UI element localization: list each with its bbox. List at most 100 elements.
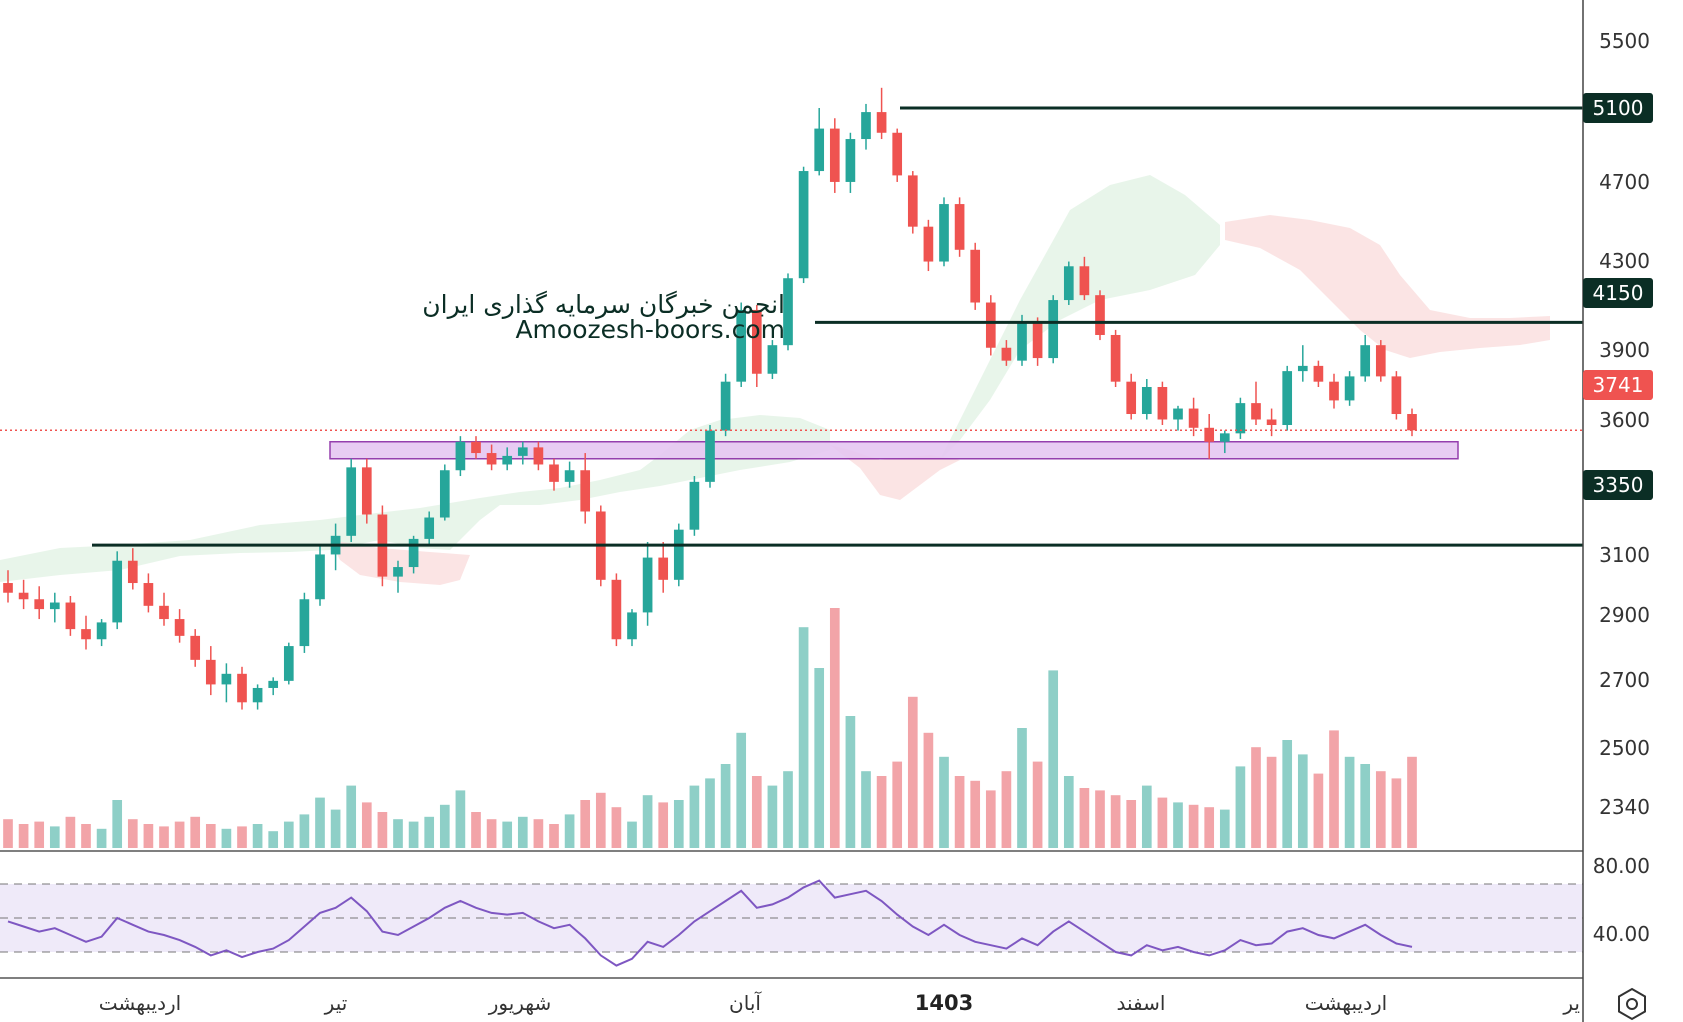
candlestick xyxy=(1407,408,1417,437)
candle-body xyxy=(720,381,731,431)
candlestick xyxy=(642,541,653,626)
volume-bar xyxy=(689,785,700,848)
candle-body xyxy=(143,583,154,606)
volume-bar xyxy=(1375,771,1386,848)
volume-bar xyxy=(549,824,559,848)
time-label: اردیبهشت xyxy=(1305,991,1387,1015)
candlestick xyxy=(1360,334,1371,382)
watermark-line2: Amoozesh-boors.com xyxy=(515,315,785,344)
candlestick xyxy=(159,592,169,626)
volume-bar xyxy=(923,732,934,848)
candle-body xyxy=(81,629,91,640)
rsi-tick: 80.00 xyxy=(1593,854,1650,878)
candle-body xyxy=(673,529,684,580)
volume-bar xyxy=(720,764,731,848)
candle-body xyxy=(1032,322,1043,359)
volume-bar xyxy=(127,819,138,848)
watermark-line1: انجمن خبرگان سرمایه گذاری ایران xyxy=(422,290,785,319)
volume-bar xyxy=(471,812,481,848)
volume-bar xyxy=(96,828,107,848)
candlestick xyxy=(1266,408,1277,437)
rsi-line xyxy=(7,879,1413,967)
volume-bar xyxy=(1032,761,1043,848)
candlestick xyxy=(611,573,622,647)
volume-bar xyxy=(205,824,216,848)
time-label: آبان xyxy=(729,990,762,1015)
price-axis[interactable]: 5500 4700 4300 3900 3600 3100 2900 2700 … xyxy=(1582,0,1653,1022)
candlestick xyxy=(1313,360,1324,387)
time-label-year: 1403 xyxy=(915,991,973,1015)
candlestick xyxy=(268,677,279,696)
candlestick xyxy=(689,476,700,536)
candle-body xyxy=(1297,365,1308,372)
candlestick xyxy=(751,304,762,387)
candle-body xyxy=(268,680,279,688)
time-label: اسفند xyxy=(1117,991,1166,1015)
hexagon-icon xyxy=(1618,987,1646,1021)
candle-body xyxy=(954,204,965,250)
current-price-label-box xyxy=(1583,370,1653,400)
candlestick xyxy=(1297,345,1308,382)
candlestick xyxy=(1204,414,1215,459)
volume-bar xyxy=(315,797,325,848)
volume-bar xyxy=(627,821,637,848)
volume-bar xyxy=(112,800,123,848)
time-axis[interactable]: اردیبهشت تیر شهریور آبان 1403 اسفند اردی… xyxy=(99,990,1580,1015)
candle-body xyxy=(237,673,247,703)
candlestick xyxy=(205,646,216,696)
volume-bar xyxy=(1360,764,1371,848)
candlestick xyxy=(190,629,201,667)
candle-body xyxy=(627,612,637,640)
volume-bar xyxy=(1219,809,1230,848)
candle-body xyxy=(408,538,419,568)
volume-bar xyxy=(1063,776,1074,848)
candle-body xyxy=(1188,408,1199,428)
candle-body xyxy=(1126,381,1137,415)
volume-bar xyxy=(783,771,793,848)
volume-bar xyxy=(159,826,169,848)
volume-bar xyxy=(1173,802,1183,848)
volume-bar xyxy=(798,627,809,848)
support-zone[interactable] xyxy=(329,440,1459,460)
volume-bar xyxy=(1157,797,1168,848)
candle-body xyxy=(798,171,809,279)
candlestick xyxy=(1188,397,1199,437)
candle-body xyxy=(112,560,123,623)
level-label: 5100 xyxy=(1593,96,1644,120)
volume-bar xyxy=(658,802,669,848)
candlestick xyxy=(1001,340,1012,366)
candle-body xyxy=(1360,345,1371,377)
candlestick xyxy=(18,579,29,610)
candle-body xyxy=(985,302,996,348)
price-tick: 2340 xyxy=(1599,795,1650,819)
volume-bar xyxy=(1048,670,1059,848)
volume-bar xyxy=(424,816,435,848)
candlestick xyxy=(923,219,934,272)
candlestick xyxy=(252,684,263,710)
candlestick xyxy=(424,511,435,546)
candle-body xyxy=(642,557,653,613)
volume-bar xyxy=(330,809,341,848)
candlestick xyxy=(283,642,294,685)
volume-bar xyxy=(642,795,653,848)
volume-bar xyxy=(1188,804,1199,848)
candlestick xyxy=(705,425,715,488)
volume-bar xyxy=(1141,785,1152,848)
candlestick xyxy=(1391,371,1402,420)
volume-bar xyxy=(346,785,357,848)
candle-body xyxy=(1329,381,1339,401)
candle-body xyxy=(736,309,747,382)
candlestick xyxy=(1126,373,1137,420)
candlestick xyxy=(346,458,357,542)
tradingview-settings-icon[interactable] xyxy=(1618,987,1646,1021)
candle-body xyxy=(892,132,903,176)
volume-bar xyxy=(705,778,715,848)
price-tick: 2900 xyxy=(1599,603,1650,627)
candle-body xyxy=(18,592,29,600)
candlestick xyxy=(907,171,918,234)
volume-bar xyxy=(1329,730,1339,848)
candlestick xyxy=(861,103,871,150)
current-price-label: 3741 xyxy=(1593,373,1644,397)
horizontal-levels xyxy=(92,106,1583,547)
